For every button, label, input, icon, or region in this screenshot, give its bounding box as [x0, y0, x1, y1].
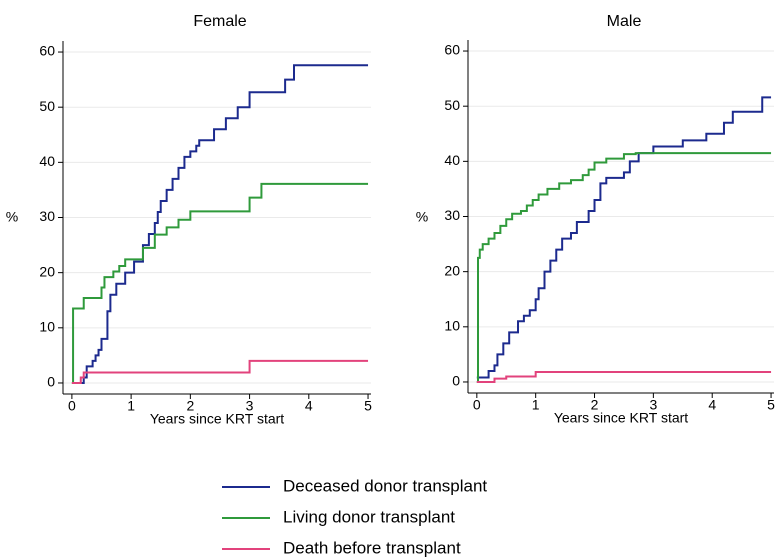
y-tick-label: 60 [39, 43, 55, 59]
x-tick-label: 5 [364, 398, 372, 414]
step-line [476, 152, 772, 383]
y-tick-label: 20 [444, 262, 460, 278]
legend-label: Living donor transplant [283, 507, 455, 526]
y-tick-label: 40 [39, 153, 55, 169]
chart-title: Male [607, 13, 642, 30]
x-tick-label: 0 [68, 398, 76, 414]
x-tick-label: 5 [767, 397, 775, 413]
x-tick-label: 1 [532, 397, 540, 413]
y-tick-label: 50 [39, 98, 55, 114]
y-tick-label: 60 [444, 42, 460, 58]
y-tick-label: 0 [47, 374, 55, 390]
x-tick-label: 2 [186, 398, 194, 414]
chart-title: Female [193, 13, 246, 30]
x-tick-label: 3 [649, 397, 657, 413]
step-line [80, 64, 369, 384]
legend-label: Death before transplant [283, 538, 461, 557]
legend-label: Deceased donor transplant [283, 476, 487, 495]
x-tick-label: 4 [708, 397, 716, 413]
y-tick-label: 50 [444, 97, 460, 113]
step-line [71, 182, 369, 384]
x-axis-label: Years since KRT start [554, 410, 688, 426]
x-tick-label: 0 [473, 397, 481, 413]
x-tick-label: 1 [127, 398, 135, 414]
x-tick-label: 2 [591, 397, 599, 413]
step-line [476, 96, 772, 379]
y-tick-label: 30 [39, 208, 55, 224]
y-axis-label: % [6, 209, 18, 225]
y-axis-label: % [416, 209, 428, 225]
y-tick-label: 20 [39, 263, 55, 279]
y-tick-label: 10 [39, 319, 55, 335]
step-line [71, 359, 369, 384]
y-tick-label: 10 [444, 318, 460, 334]
y-tick-label: 30 [444, 207, 460, 223]
step-line [476, 371, 772, 383]
x-tick-label: 4 [305, 398, 313, 414]
x-tick-label: 3 [246, 398, 254, 414]
x-axis-label: Years since KRT start [150, 411, 284, 427]
y-tick-label: 40 [444, 152, 460, 168]
y-tick-label: 0 [452, 373, 460, 389]
